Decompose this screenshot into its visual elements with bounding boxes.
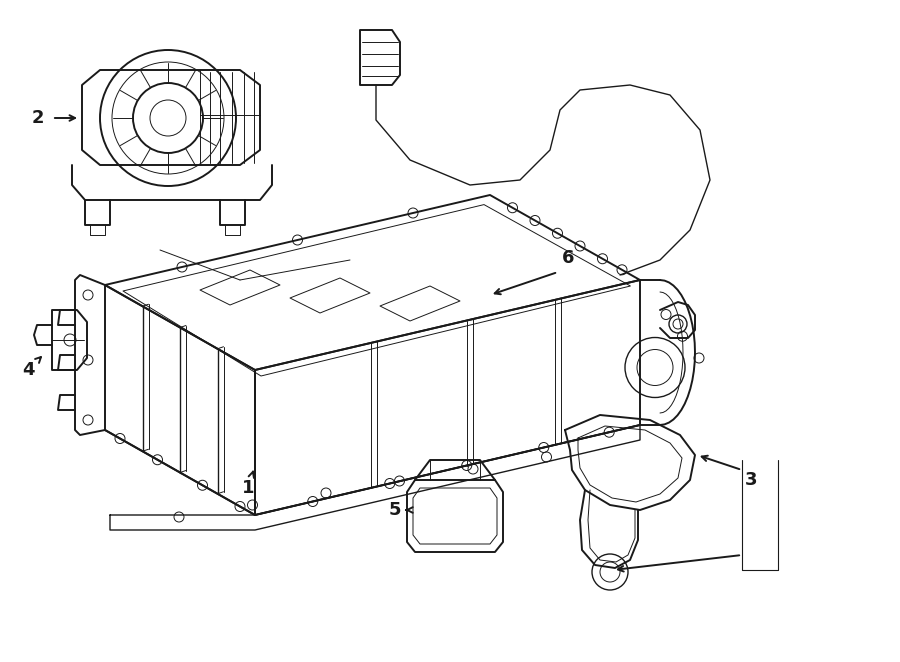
Text: 3: 3 [745,471,758,489]
Text: 5: 5 [389,501,401,519]
Text: 6: 6 [562,249,574,267]
Text: 4: 4 [22,361,34,379]
Text: 2: 2 [32,109,44,127]
Text: 1: 1 [242,479,254,497]
